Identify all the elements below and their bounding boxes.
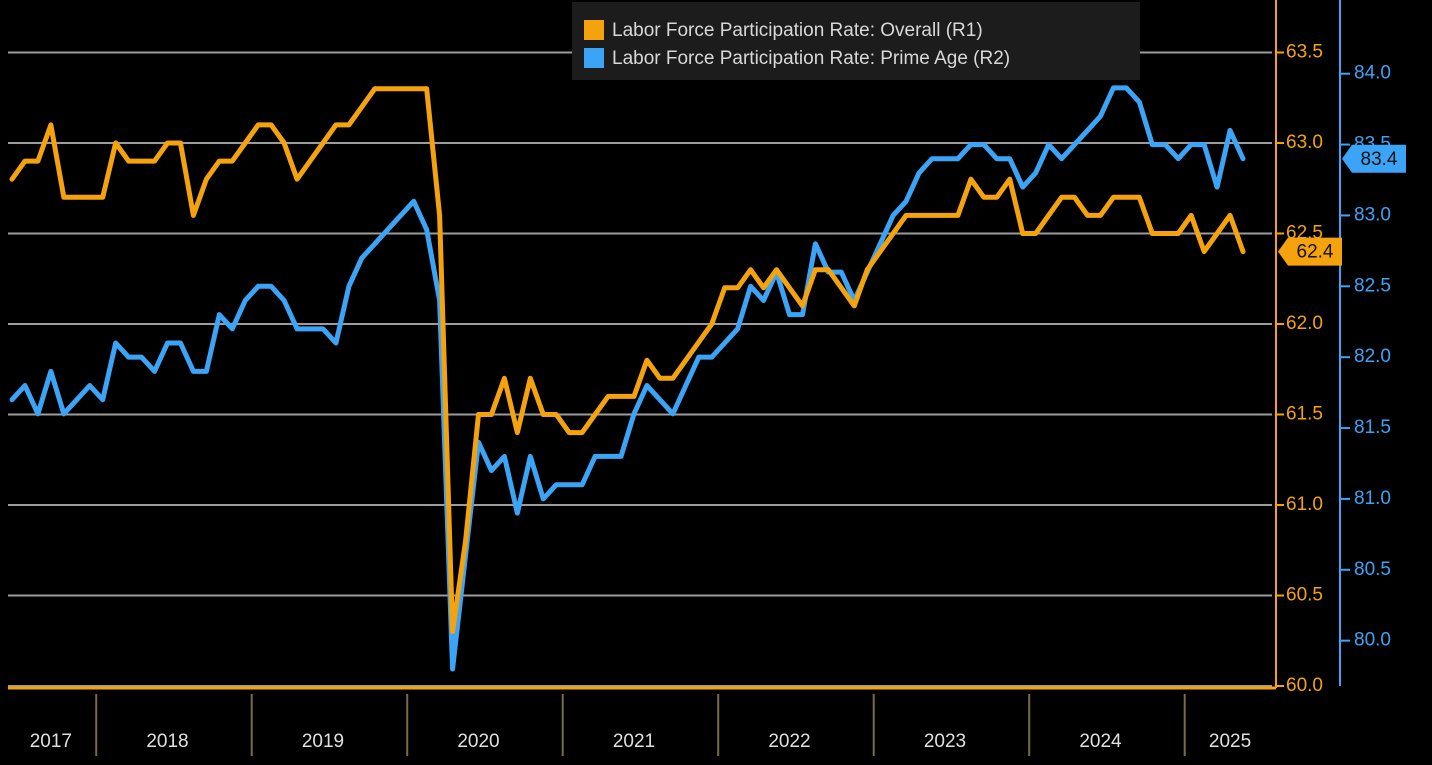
y2-tick-label: 81.5	[1354, 417, 1391, 438]
y2-tick-label: 83.0	[1354, 204, 1391, 225]
x-tick-label: 2025	[1209, 731, 1251, 752]
y-tick-label: 60.0	[1286, 675, 1323, 696]
y-tick-label: 62.0	[1286, 313, 1323, 334]
value-tag	[1342, 144, 1406, 173]
x-tick-label: 2017	[30, 731, 72, 752]
value-tag	[1278, 237, 1342, 266]
series-line	[9, 85, 1246, 672]
legend-label: Labor Force Participation Rate: Prime Ag…	[612, 48, 1010, 69]
x-tick-label: 2021	[613, 731, 655, 752]
series-line	[9, 86, 1246, 635]
y2-tick-label: 80.5	[1354, 559, 1391, 580]
legend-box	[572, 2, 1140, 80]
y2-tick-label: 80.0	[1354, 630, 1391, 651]
y-tick-label: 61.0	[1286, 494, 1323, 515]
legend-label: Labor Force Participation Rate: Overall …	[612, 20, 983, 41]
x-tick-label: 2020	[457, 731, 499, 752]
x-tick-label: 2018	[146, 731, 188, 752]
y-tick-label: 61.5	[1286, 404, 1323, 425]
y2-tick-label: 81.0	[1354, 488, 1391, 509]
value-tag-label: 62.4	[1297, 242, 1334, 263]
y-tick-label: 63.0	[1286, 132, 1323, 153]
y2-tick-label: 82.0	[1354, 346, 1391, 367]
y-tick-label: 60.5	[1286, 585, 1323, 606]
x-tick-label: 2024	[1079, 731, 1122, 752]
y2-tick-label: 82.5	[1354, 275, 1391, 296]
x-tick-label: 2022	[768, 731, 810, 752]
y2-tick-label: 84.0	[1354, 63, 1391, 84]
value-tag-label: 83.4	[1361, 149, 1398, 170]
x-tick-label: 2019	[302, 731, 344, 752]
legend-swatch	[584, 20, 604, 40]
y-tick-label: 63.5	[1286, 42, 1323, 63]
legend-swatch	[584, 48, 604, 68]
x-tick-label: 2023	[924, 731, 966, 752]
